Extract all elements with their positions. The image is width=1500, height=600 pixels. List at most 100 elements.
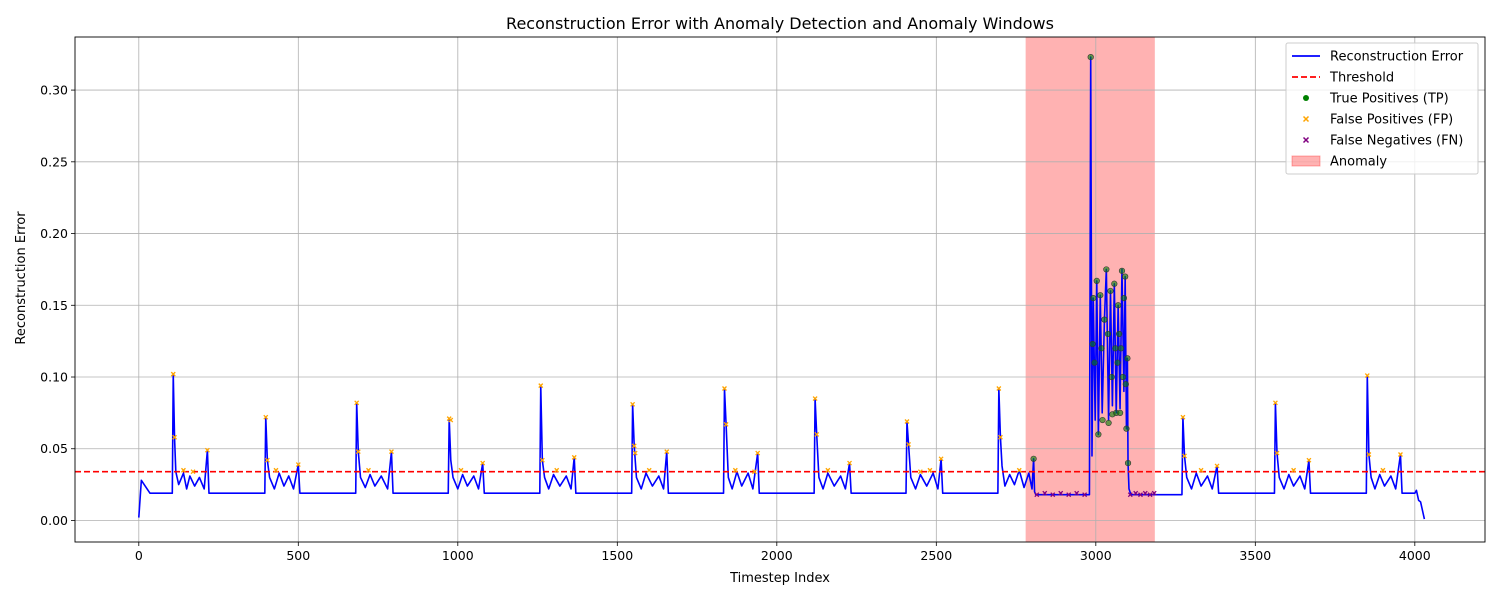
fn-point <box>1142 490 1148 496</box>
fp-point <box>927 467 933 473</box>
fp-point <box>1214 463 1220 469</box>
fp-point-stroke <box>812 396 818 401</box>
legend-label: False Negatives (FN) <box>1330 134 1463 149</box>
fn-point-stroke <box>1151 490 1157 496</box>
fp-point <box>632 450 638 456</box>
fp-point <box>1306 457 1312 463</box>
fp-point-stroke <box>1272 400 1278 406</box>
fp-point <box>825 467 831 473</box>
fp-point-stroke <box>997 434 1003 440</box>
fp-point-stroke <box>906 441 912 447</box>
fp-point <box>631 443 637 449</box>
tp-point <box>1101 316 1108 323</box>
fp-point <box>264 457 270 463</box>
fp-point <box>1016 467 1022 473</box>
fn-point-stroke <box>1066 492 1072 498</box>
fp-point <box>458 467 464 473</box>
fp-point-stroke <box>646 467 652 473</box>
tp-point <box>1116 330 1123 338</box>
reconstruction-error-line <box>138 56 1426 520</box>
fp-point-stroke <box>388 449 394 455</box>
fn-point <box>1074 490 1080 496</box>
fn-point <box>1133 490 1139 496</box>
tp-point <box>1119 373 1127 381</box>
tp-point <box>1091 359 1098 366</box>
fp-point-stroke <box>571 454 577 460</box>
fp-point-stroke <box>554 467 560 473</box>
fp-point <box>1272 400 1278 406</box>
fp-point-stroke <box>539 457 545 463</box>
fn-point-stroke <box>1082 492 1088 498</box>
legend-item: False Negatives (FN) <box>1302 134 1463 149</box>
fp-point <box>917 469 923 475</box>
fp-point <box>996 386 1002 391</box>
tp-point <box>1118 267 1126 274</box>
legend-frame <box>1285 42 1479 175</box>
fp-point <box>646 467 652 473</box>
fp-point-stroke <box>664 449 670 455</box>
tp-point <box>1099 416 1106 424</box>
fn-point-stroke <box>1147 492 1153 498</box>
fp-point-stroke <box>917 469 923 475</box>
fp-point-stroke <box>448 417 454 423</box>
tp-point <box>1089 340 1096 348</box>
fp-point-stroke <box>295 462 301 467</box>
fp-point <box>172 434 177 440</box>
x-tick-label: 500 <box>286 548 310 563</box>
fp-point-stroke <box>722 386 727 391</box>
legend-item: Anomaly <box>1291 155 1387 170</box>
x-tick-label: 3500 <box>1239 548 1271 563</box>
fp-point <box>997 434 1003 440</box>
tp-point <box>1097 292 1104 299</box>
legend-label: False Positives (FP) <box>1330 113 1453 128</box>
fn-point <box>1147 492 1153 498</box>
fn-point-stroke <box>1034 492 1040 498</box>
fp-point-stroke <box>723 421 729 427</box>
fp-point-stroke <box>181 467 186 473</box>
x-tick-label: 0 <box>135 548 143 563</box>
tp-point <box>1108 373 1115 381</box>
legend-x-swatch <box>1302 115 1310 123</box>
tp-point <box>1112 345 1119 352</box>
fp-point-stroke <box>354 400 360 406</box>
fp-point <box>814 431 820 437</box>
fp-point-stroke <box>1291 467 1297 473</box>
fn-point <box>1058 490 1064 496</box>
fp-point <box>1291 467 1297 473</box>
tp-point <box>1116 409 1124 416</box>
fp-point-stroke <box>1198 467 1204 473</box>
fp-point <box>847 460 853 466</box>
fp-point-stroke <box>1180 414 1186 420</box>
fp-point <box>722 386 727 391</box>
tp-point <box>1123 425 1130 432</box>
fn-point-stroke <box>1074 490 1080 496</box>
fp-point-stroke <box>938 456 944 462</box>
fp-point-stroke <box>1364 373 1370 379</box>
fp-point <box>906 441 912 447</box>
legend-patch-swatch <box>1291 155 1321 167</box>
y-tick-label: 0.15 <box>40 298 68 313</box>
fp-point-stroke <box>1182 453 1187 459</box>
fp-point <box>1180 414 1186 420</box>
fp-point <box>664 449 670 455</box>
fp-point-stroke <box>538 383 544 389</box>
x-tick-label: 3000 <box>1080 548 1112 563</box>
tp-point <box>1090 295 1097 302</box>
legend-label: Threshold <box>1329 71 1394 86</box>
fp-point <box>263 414 269 420</box>
legend-x-swatch <box>1302 136 1310 144</box>
fp-point-stroke <box>1366 452 1372 457</box>
legend-item: True Positives (TP) <box>1303 92 1449 107</box>
fp-point <box>1182 453 1187 459</box>
fp-point-stroke <box>204 447 210 453</box>
fp-point-stroke <box>632 450 638 456</box>
y-tick-label: 0.05 <box>40 441 68 456</box>
fp-point-stroke <box>170 371 176 377</box>
fp-point-stroke <box>630 401 636 407</box>
fn-point <box>1082 492 1088 498</box>
tp-point <box>1122 381 1129 388</box>
fn-point <box>1151 490 1157 496</box>
fp-point <box>366 467 371 473</box>
grid-layer <box>75 37 1485 542</box>
fp-point-stroke <box>190 469 196 475</box>
